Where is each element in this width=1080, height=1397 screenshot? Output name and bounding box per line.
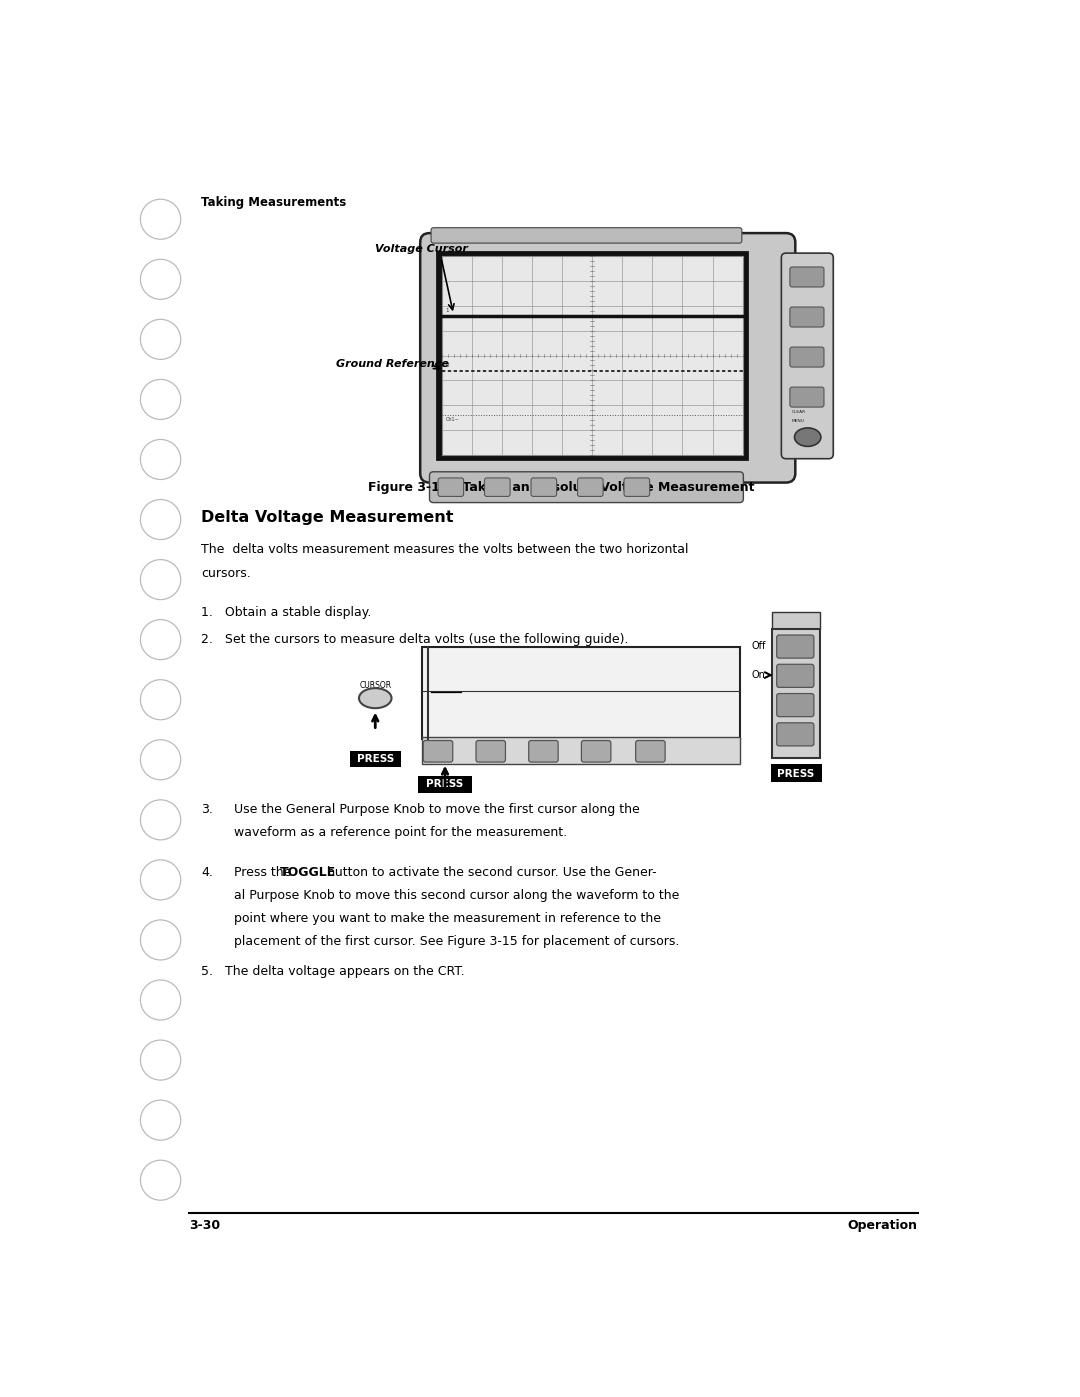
FancyBboxPatch shape [789, 346, 824, 367]
Bar [422, 647, 740, 739]
FancyBboxPatch shape [531, 478, 556, 496]
FancyBboxPatch shape [624, 478, 649, 496]
Text: Figure 3-14:  Taking an Absolute Voltage Measurement: Figure 3-14: Taking an Absolute Voltage … [368, 481, 755, 495]
FancyBboxPatch shape [438, 478, 463, 496]
Bar [437, 251, 747, 460]
Text: On: On [752, 671, 766, 680]
Text: Use the General Purpose Knob to move the first cursor along the: Use the General Purpose Knob to move the… [234, 803, 640, 816]
FancyBboxPatch shape [781, 253, 834, 458]
Text: cursors.: cursors. [201, 567, 251, 580]
Text: CLEAR: CLEAR [792, 411, 806, 414]
Text: CURSOR: CURSOR [360, 682, 391, 690]
Text: button to activate the second cursor. Use the Gener-: button to activate the second cursor. Us… [323, 866, 657, 879]
Text: Off: Off [431, 694, 445, 704]
Bar [770, 764, 822, 782]
Text: Off: Off [633, 694, 647, 704]
FancyBboxPatch shape [431, 228, 742, 243]
Text: 1: 1 [446, 307, 449, 313]
FancyBboxPatch shape [789, 267, 824, 286]
Text: Ground Reference: Ground Reference [337, 359, 449, 369]
Text: 2.   Set the cursors to measure delta volts (use the following guide).: 2. Set the cursors to measure delta volt… [201, 633, 629, 647]
Text: Delta Voltage Measurement: Delta Voltage Measurement [201, 510, 454, 525]
Text: Ch1~: Ch1~ [446, 416, 459, 422]
Bar [422, 738, 740, 764]
Bar [442, 256, 743, 455]
FancyBboxPatch shape [789, 387, 824, 407]
Text: 3-30: 3-30 [189, 1218, 220, 1232]
Text: TOGGLE: TOGGLE [280, 866, 336, 879]
Text: Press the: Press the [234, 866, 296, 879]
Text: Operation: Operation [848, 1218, 918, 1232]
Text: CURSOR MENU: CURSOR MENU [431, 651, 517, 661]
Text: 1/∆T: 1/∆T [633, 679, 654, 689]
Ellipse shape [359, 689, 392, 708]
FancyBboxPatch shape [789, 307, 824, 327]
FancyBboxPatch shape [476, 740, 505, 763]
Text: MENU: MENU [792, 419, 805, 423]
Text: PRESS: PRESS [356, 754, 394, 764]
Text: placement of the first cursor. See Figure 3-15 for placement of cursors.: placement of the first cursor. See Figur… [234, 936, 679, 949]
FancyBboxPatch shape [529, 740, 558, 763]
Bar [418, 775, 472, 793]
Text: 0: 0 [446, 363, 449, 369]
FancyBboxPatch shape [777, 722, 814, 746]
Text: ABS V: ABS V [499, 679, 528, 689]
Text: ∆VOLT: ∆VOLT [431, 679, 461, 689]
Text: al Purpose Knob to move this second cursor along the waveform to the: al Purpose Knob to move this second curs… [234, 888, 679, 902]
Text: 3.: 3. [201, 803, 213, 816]
Text: The  delta volts measurement measures the volts between the two horizontal: The delta volts measurement measures the… [201, 542, 688, 556]
Text: waveform as a reference point for the measurement.: waveform as a reference point for the me… [234, 826, 567, 840]
Text: Off: Off [752, 641, 766, 651]
FancyBboxPatch shape [430, 472, 743, 503]
Text: Voltage Cursor: Voltage Cursor [375, 244, 468, 254]
FancyBboxPatch shape [581, 740, 611, 763]
Text: PRESS: PRESS [427, 780, 463, 789]
Text: Taking Measurements: Taking Measurements [201, 196, 346, 210]
FancyBboxPatch shape [777, 665, 814, 687]
FancyBboxPatch shape [777, 636, 814, 658]
Text: 1.   Obtain a stable display.: 1. Obtain a stable display. [201, 606, 372, 619]
Ellipse shape [795, 427, 821, 447]
FancyBboxPatch shape [420, 233, 795, 482]
Text: point where you want to make the measurement in reference to the: point where you want to make the measure… [234, 912, 661, 925]
Text: Off: Off [499, 694, 514, 704]
FancyBboxPatch shape [636, 740, 665, 763]
Text: PRESS: PRESS [778, 768, 814, 778]
Bar [772, 612, 820, 629]
FancyBboxPatch shape [777, 693, 814, 717]
FancyBboxPatch shape [485, 478, 510, 496]
FancyBboxPatch shape [578, 478, 603, 496]
Bar [772, 629, 820, 759]
FancyBboxPatch shape [423, 740, 453, 763]
Bar [350, 750, 401, 767]
Text: 5.   The delta voltage appears on the CRT.: 5. The delta voltage appears on the CRT. [201, 964, 464, 978]
Text: 4.: 4. [201, 866, 213, 879]
Text: On: On [565, 694, 579, 704]
Text: ∆TIME: ∆TIME [565, 679, 595, 689]
